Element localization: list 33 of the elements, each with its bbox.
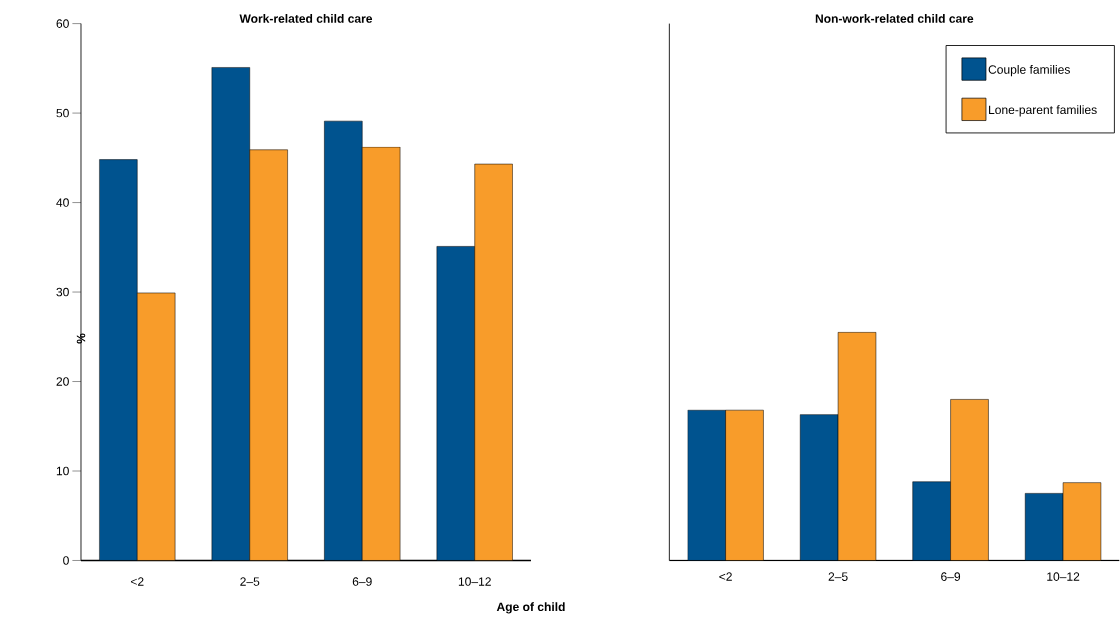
y-tick-label: 10 <box>56 466 69 476</box>
x-tick-label: 2–5 <box>828 572 848 582</box>
bar <box>1062 482 1102 561</box>
bar <box>725 410 764 561</box>
bar <box>950 399 989 561</box>
bar <box>799 414 839 561</box>
x-tick-label: <2 <box>130 577 144 586</box>
bar <box>324 121 363 561</box>
y-tick-label: 30 <box>56 287 69 297</box>
x-axis-title: Age of child <box>496 602 565 614</box>
x-tick-label: 2–5 <box>240 577 260 586</box>
x-tick-label: 6–9 <box>352 577 372 586</box>
y-tick-label: 20 <box>56 377 69 386</box>
chart-title: Non-work-related child care <box>815 14 974 23</box>
y-axis-title: % <box>76 333 86 344</box>
legend-label: Couple families <box>988 65 1070 77</box>
bar <box>99 159 138 561</box>
x-tick-label: 10–12 <box>458 577 491 586</box>
y-tick-label: 40 <box>56 198 69 207</box>
bar <box>1024 493 1064 561</box>
y-tick-label: 60 <box>56 19 69 28</box>
bar <box>837 332 877 561</box>
bar <box>912 481 951 561</box>
y-tick-label: 50 <box>56 108 69 118</box>
bar <box>687 410 726 561</box>
x-tick-label: 10–12 <box>1047 572 1080 582</box>
bar <box>211 67 250 561</box>
bar <box>436 246 475 561</box>
legend-label: Lone-parent families <box>989 105 1097 117</box>
x-tick-label: 6–9 <box>941 572 961 582</box>
chart-title: Work-related child care <box>239 14 373 23</box>
y-tick-label: 0 <box>63 556 69 565</box>
x-tick-label: <2 <box>719 572 732 581</box>
